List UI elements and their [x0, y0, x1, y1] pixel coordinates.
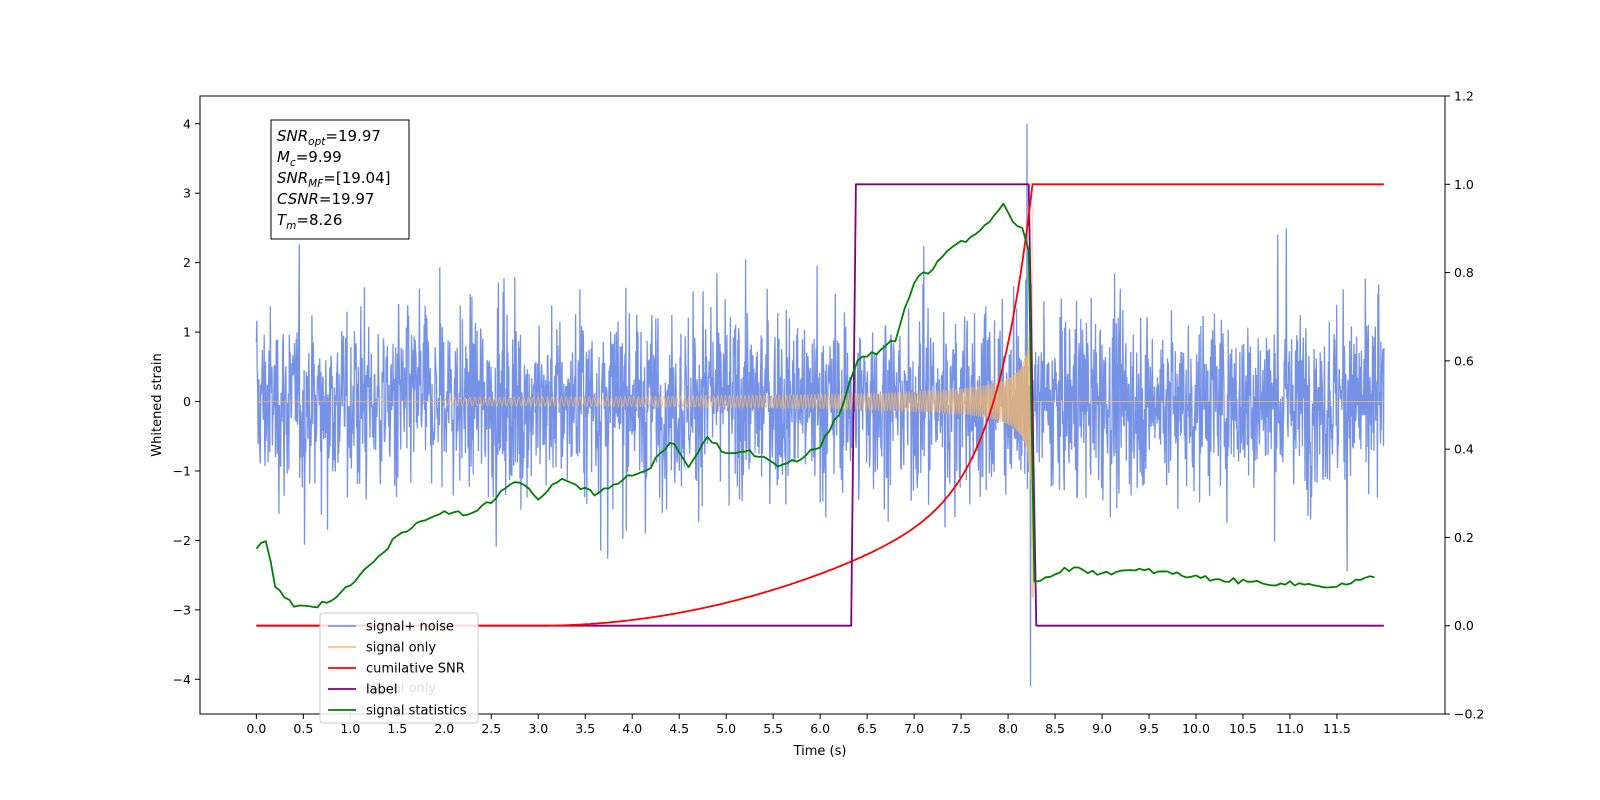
signal-only-line — [256, 207, 1384, 598]
y-tick-label: 2 — [183, 255, 191, 270]
stats-row: Tm=8.26 — [277, 211, 342, 232]
y-tick-label: 1 — [183, 325, 191, 340]
stats-row-base: SNR — [277, 169, 308, 187]
series-signal-noise — [255, 123, 1385, 687]
x-tick-label: 9.0 — [1092, 721, 1112, 736]
stats-row-base: M — [277, 148, 290, 166]
stats-row-base: CSNR — [277, 190, 319, 208]
x-tick-label: 6.5 — [857, 721, 877, 736]
x-tick-label: 0.0 — [246, 721, 266, 736]
y-tick-label: 3 — [183, 186, 191, 201]
stats-row: Mc=9.99 — [277, 148, 342, 169]
legend-label: signal statistics — [366, 704, 467, 719]
legend: signal only signal+ noise signal only cumil… — [319, 612, 479, 724]
signal-statistics-line — [255, 202, 1375, 609]
x-tick-label: 7.0 — [904, 721, 924, 736]
x-tick-label: 6.0 — [810, 721, 830, 736]
stats-row-value: =19.97 — [319, 190, 375, 208]
plot-frame — [199, 95, 1446, 715]
x-tick-label: 7.5 — [951, 721, 971, 736]
label-line — [256, 183, 1384, 627]
stats-row-base: SNR — [277, 127, 308, 145]
legend-label: label — [366, 683, 397, 698]
x-tick-label: 8.0 — [998, 721, 1018, 736]
x-tick-label: 3.0 — [528, 721, 548, 736]
x-tick-label: 2.5 — [481, 721, 501, 736]
stats-row-sub: MF — [308, 178, 324, 190]
x-tick-label: 1.5 — [387, 721, 407, 736]
stats-row-base: T — [277, 211, 288, 229]
x-tick-label: 2.0 — [434, 721, 454, 736]
y-tick-label: −3 — [173, 602, 191, 617]
stats-row-value: =[19.04] — [323, 169, 390, 187]
x-tick-label: 9.5 — [1139, 721, 1159, 736]
x-tick-label: 1.0 — [340, 721, 360, 736]
y2-tick-label: 0.8 — [1454, 265, 1474, 280]
y-tick-label: −2 — [173, 533, 191, 548]
x-axis-label: Time (s) — [793, 744, 847, 759]
stats-row-value: =8.26 — [296, 211, 342, 229]
y2-tick-label: 0.6 — [1454, 353, 1474, 368]
x-tick-label: 0.5 — [293, 721, 313, 736]
y2-tick-label: 0.0 — [1454, 618, 1474, 633]
stats-row-value: =9.99 — [296, 148, 342, 166]
x-tick-label: 5.5 — [763, 721, 783, 736]
legend-ghost-text: signal only — [366, 681, 436, 696]
stats-row-sub: c — [290, 157, 296, 169]
y-axis-label: Whitened strain — [150, 353, 165, 456]
stats-row-sub: m — [286, 220, 296, 232]
y2-tick-label: 1.2 — [1454, 89, 1474, 104]
stats-row-sub: opt — [308, 136, 326, 148]
x-tick-label: 4.0 — [622, 721, 642, 736]
stats-row: SNRMF=[19.04] — [277, 169, 391, 190]
y2-tick-label: 0.4 — [1454, 442, 1474, 457]
y2-tick-label: −0.2 — [1454, 707, 1484, 722]
x-tick-label: 10.0 — [1182, 721, 1210, 736]
signal-noise-line — [255, 123, 1385, 687]
y-tick-label: 4 — [183, 116, 191, 131]
y-tick-label: −4 — [173, 672, 191, 687]
legend-label: signal only — [366, 641, 436, 656]
y-tick-label: 0 — [183, 394, 191, 409]
x-tick-label: 3.5 — [575, 721, 595, 736]
series-signal-only — [256, 207, 1384, 598]
x-tick-label: 8.5 — [1045, 721, 1065, 736]
y2-tick-label: 0.2 — [1454, 530, 1474, 545]
x-tick-label: 5.0 — [716, 721, 736, 736]
legend-label: cumilative SNR — [366, 662, 465, 677]
x-axis-ticks: 0.0 0.5 1.0 1.5 2.0 2.5 3.0 3.5 4.0 4.5 5.0 5.5 6.0 6… — [246, 714, 1351, 736]
y-axis-ticks: −4 −3 −2 −1 0 1 2 3 4 — [173, 116, 200, 687]
y2-axis-ticks: −0.2 0.0 0.2 0.4 0.6 0.8 1.0 1.2 — [1445, 89, 1484, 722]
x-tick-label: 11.0 — [1276, 721, 1304, 736]
x-tick-label: 11.5 — [1323, 721, 1351, 736]
stats-box-frame — [270, 119, 410, 240]
stats-row: CSNR=19.97 — [277, 190, 374, 208]
legend-label: signal+ noise — [366, 620, 454, 635]
stats-row: SNRopt=19.97 — [277, 127, 381, 148]
x-tick-label: 4.5 — [669, 721, 689, 736]
legend-frame — [319, 612, 479, 724]
stats-row-value: =19.97 — [325, 127, 381, 145]
x-tick-label: 10.5 — [1229, 721, 1257, 736]
y-tick-label: −1 — [173, 463, 191, 478]
stats-box: SNRopt=19.97Mc=9.99SNRMF=[19.04]CSNR=19.… — [270, 119, 410, 240]
y2-tick-label: 1.0 — [1454, 177, 1474, 192]
